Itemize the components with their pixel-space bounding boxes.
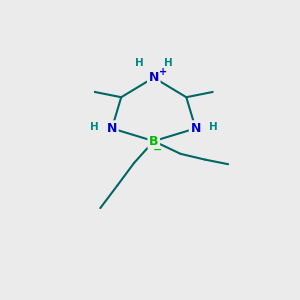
Text: H: H	[90, 122, 99, 132]
Text: −: −	[153, 145, 163, 155]
Text: N: N	[148, 71, 159, 84]
Text: H: H	[164, 58, 172, 68]
Text: H: H	[209, 122, 218, 132]
Text: +: +	[158, 67, 166, 77]
Text: N: N	[107, 122, 117, 135]
Text: H: H	[135, 58, 144, 68]
Text: B: B	[149, 135, 158, 148]
Text: N: N	[190, 122, 201, 135]
